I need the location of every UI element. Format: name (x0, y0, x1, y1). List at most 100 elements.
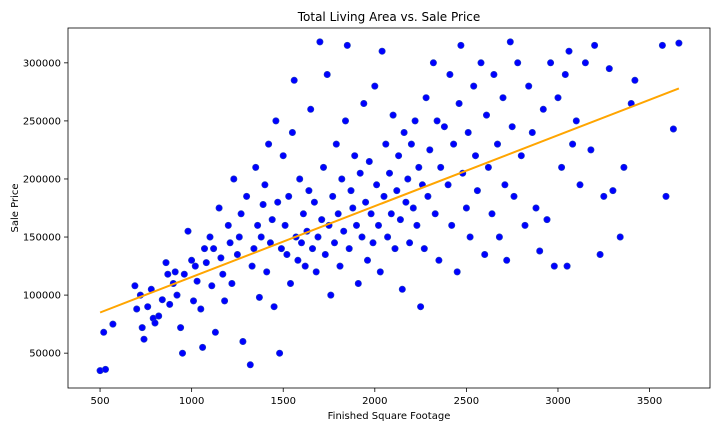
data-point (345, 245, 353, 253)
data-point (285, 192, 293, 200)
data-point (409, 204, 417, 212)
data-point (102, 365, 110, 373)
data-point (385, 169, 393, 177)
data-point (510, 192, 518, 200)
data-point (591, 41, 599, 49)
data-point (658, 41, 666, 49)
data-point (276, 349, 284, 357)
data-point (543, 216, 551, 224)
data-point (501, 181, 509, 189)
data-point (310, 198, 318, 206)
data-point (250, 245, 258, 253)
data-point (179, 349, 187, 357)
data-point (283, 251, 291, 259)
plot-area (96, 38, 683, 375)
data-point (600, 192, 608, 200)
data-point (484, 163, 492, 171)
data-point (362, 198, 370, 206)
data-point (400, 129, 408, 137)
data-point (162, 259, 170, 267)
data-point (675, 39, 683, 47)
data-point (398, 285, 406, 293)
data-point (360, 100, 368, 108)
data-point (270, 303, 278, 311)
data-point (332, 140, 340, 148)
data-point (525, 82, 533, 90)
data-point (514, 59, 522, 67)
data-point (158, 296, 166, 304)
data-point (389, 111, 397, 119)
trend-line (99, 87, 680, 314)
data-point (473, 187, 481, 195)
data-point (477, 59, 485, 67)
data-point (184, 227, 192, 235)
data-point (301, 262, 309, 270)
data-point (521, 221, 529, 229)
data-point (424, 192, 432, 200)
data-point (288, 129, 296, 137)
data-point (490, 71, 498, 79)
data-point (259, 201, 267, 209)
data-point (450, 140, 458, 148)
data-point (109, 320, 117, 328)
data-point (226, 239, 234, 247)
data-point (395, 152, 403, 160)
data-point (415, 163, 423, 171)
data-point (508, 123, 516, 131)
data-point (488, 210, 496, 218)
data-point (191, 262, 199, 270)
y-tick-label: 50000 (29, 349, 61, 360)
data-point (199, 343, 207, 351)
data-point (396, 216, 404, 224)
data-point (495, 233, 503, 241)
data-point (318, 216, 326, 224)
data-point (565, 47, 573, 55)
data-point (330, 239, 338, 247)
data-point (420, 245, 428, 253)
data-point (481, 251, 489, 259)
x-tick-label: 2000 (362, 396, 387, 407)
data-point (503, 256, 511, 264)
data-point (151, 319, 159, 327)
data-point (470, 82, 478, 90)
data-point (448, 221, 456, 229)
data-point (252, 163, 260, 171)
data-point (376, 268, 384, 276)
data-point (558, 163, 566, 171)
data-point (230, 175, 238, 183)
data-point (133, 305, 141, 313)
data-point (547, 59, 555, 67)
y-tick-label: 150000 (23, 233, 61, 244)
data-point (620, 163, 628, 171)
chart-title: Total Living Area vs. Sale Price (297, 10, 481, 24)
data-point (131, 282, 139, 290)
data-point (384, 233, 392, 241)
data-point (155, 312, 163, 320)
data-point (363, 256, 371, 264)
data-point (349, 204, 357, 212)
data-point (387, 210, 395, 218)
data-point (228, 279, 236, 287)
data-point (341, 117, 349, 125)
data-point (471, 152, 479, 160)
data-point (382, 140, 390, 148)
data-point (539, 105, 547, 113)
data-point (294, 256, 302, 264)
data-point (243, 192, 251, 200)
data-point (312, 268, 320, 276)
data-point (210, 245, 218, 253)
x-tick-label: 1500 (270, 396, 295, 407)
y-tick-label: 100000 (23, 291, 61, 302)
data-point (426, 146, 434, 154)
data-point (327, 291, 335, 299)
data-point (373, 181, 381, 189)
data-point (257, 233, 265, 241)
data-point (248, 262, 256, 270)
data-point (422, 94, 430, 102)
data-point (413, 221, 421, 229)
data-point (138, 324, 146, 332)
data-point (239, 337, 247, 345)
data-point (164, 270, 172, 278)
data-point (440, 123, 448, 131)
